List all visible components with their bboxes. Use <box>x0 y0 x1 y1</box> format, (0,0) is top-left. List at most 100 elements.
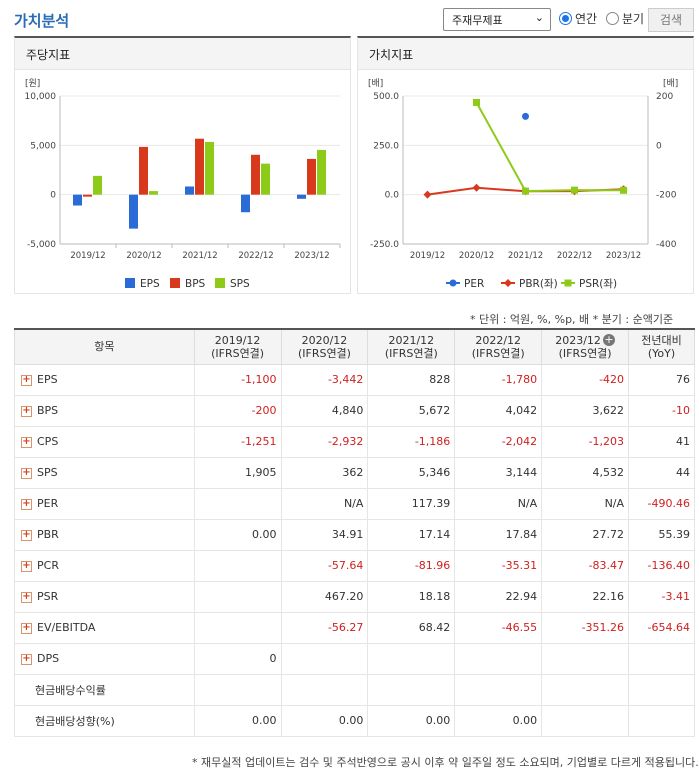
table-cell <box>193 611 282 644</box>
expand-icon[interactable]: + <box>21 652 32 665</box>
statement-type-select[interactable]: 주재무제표 ⌄ <box>443 8 551 31</box>
table-row: + EV/EBITDA -56.27 68.42 -46.55 -351.26 -654.6… <box>14 611 695 644</box>
unit-note: * 단위 : 억원, %, %p, 배 * 분기 : 순액기준 <box>470 313 674 326</box>
table-cell: 0.00 <box>193 518 282 551</box>
column-period: 2020/12 <box>301 333 348 347</box>
table-cell: 5,672 <box>367 394 456 427</box>
expand-icon[interactable]: + <box>21 435 32 448</box>
table-cell: -1,203 <box>541 425 630 458</box>
bar-sps <box>205 141 214 195</box>
y-right-tick-label: 200 <box>656 92 673 102</box>
table-cell: -35.31 <box>454 549 543 582</box>
column-basis: (IFRS연결) <box>297 346 351 360</box>
expand-icon[interactable]: + <box>21 621 32 634</box>
bar-eps <box>73 194 82 206</box>
bar-sps <box>149 191 158 195</box>
table-cell: 76 <box>628 363 695 396</box>
table-cell: 362 <box>280 456 369 489</box>
expand-icon[interactable]: + <box>21 497 32 510</box>
bar-eps <box>241 194 250 213</box>
expand-icon[interactable]: + <box>21 373 32 386</box>
expand-icon[interactable]: + <box>21 590 32 603</box>
row-label-cell[interactable]: + SPS <box>14 456 195 489</box>
x-tick-label: 2023/12 <box>294 251 329 261</box>
valuation-chart: [배] [배] 500.0 250.0 0.0 -250.0 200 0 -200 -400 201… <box>368 78 678 290</box>
row-label: 현금배당성향(%) <box>35 714 115 728</box>
expand-icon[interactable]: + <box>21 528 32 541</box>
row-label-cell: 현금배당수익률 <box>14 673 195 706</box>
bar-bps <box>139 146 148 195</box>
column-period: 2019/12 <box>214 333 261 347</box>
bar-bps <box>83 194 92 197</box>
column-header: 2019/12 (IFRS연결) <box>193 328 282 365</box>
radio-unchecked-icon <box>606 12 619 25</box>
table-cell: 41 <box>628 425 695 458</box>
y-tick-label: 0 <box>50 191 56 201</box>
expand-icon[interactable]: + <box>21 404 32 417</box>
table-cell: -81.96 <box>367 549 456 582</box>
radio-quarter[interactable]: 분기 <box>606 10 644 27</box>
y-right-tick-label: -400 <box>656 240 677 250</box>
column-period: 2022/12 <box>475 333 522 347</box>
row-label-cell[interactable]: + CPS <box>14 425 195 458</box>
add-column-icon[interactable]: + <box>602 332 615 346</box>
bar-bps <box>307 158 316 195</box>
x-tick-label: 2022/12 <box>238 251 273 261</box>
x-tick-label: 2021/12 <box>508 251 543 261</box>
row-label-cell[interactable]: + PER <box>14 487 195 520</box>
table-cell: 1,905 <box>193 456 282 489</box>
table-cell <box>628 673 695 706</box>
y-left-unit-label: [배] <box>368 78 383 89</box>
y-tick-label: 5,000 <box>30 141 56 151</box>
legend-marker <box>449 279 457 287</box>
row-label: EPS <box>37 373 58 386</box>
per-share-panel-title: 주당지표 <box>15 38 350 70</box>
expand-icon[interactable]: + <box>21 559 32 572</box>
table-cell: 0.00 <box>280 704 369 737</box>
row-label-cell[interactable]: + BPS <box>14 394 195 427</box>
page-title: 가치분석 <box>14 12 70 30</box>
search-button[interactable]: 검색 <box>648 8 694 32</box>
legend-swatch <box>170 278 180 288</box>
table-cell <box>193 487 282 520</box>
table-cell: 5,346 <box>367 456 456 489</box>
row-label-cell[interactable]: + EV/EBITDA <box>14 611 195 644</box>
table-cell <box>280 642 369 675</box>
point-psr <box>571 186 578 194</box>
row-label: PER <box>37 497 59 510</box>
legend-marker <box>564 279 572 287</box>
column-period: 2021/12 <box>388 333 435 347</box>
expand-icon[interactable]: + <box>21 466 32 479</box>
y-left-tick-label: 0.0 <box>385 191 400 201</box>
y-right-tick-label: 0 <box>656 141 662 151</box>
y-tick-label: -5,000 <box>27 240 56 250</box>
table-cell: 0.00 <box>367 704 456 737</box>
point-pbr <box>423 190 432 199</box>
x-tick-label: 2020/12 <box>459 251 494 261</box>
y-tick-label: 10,000 <box>25 92 57 102</box>
table-row: + PBR 0.00 34.91 17.14 17.84 27.72 55.39 <box>14 518 695 551</box>
table-cell <box>454 642 543 675</box>
row-label-cell[interactable]: + PSR <box>14 580 195 613</box>
legend-label: PSR(좌) <box>579 278 617 290</box>
row-label-cell[interactable]: + PBR <box>14 518 195 551</box>
table-cell: N/A <box>454 487 543 520</box>
table-row: + DPS 0 <box>14 642 695 675</box>
row-label: PBR <box>37 528 59 541</box>
legend-swatch <box>215 278 225 288</box>
y-unit-label: [원] <box>25 78 40 89</box>
table-cell: -83.47 <box>541 549 630 582</box>
table-cell <box>193 673 282 706</box>
row-label: PSR <box>37 590 59 603</box>
table-cell: -420 <box>541 363 630 396</box>
row-label-cell[interactable]: + DPS <box>14 642 195 675</box>
table-cell: 3,144 <box>454 456 543 489</box>
bar-bps <box>195 138 204 195</box>
per-share-panel: 주당지표 [원] 10,000 5,000 0 -5,000 2019/12 2020/12… <box>14 36 351 294</box>
table-cell: -351.26 <box>541 611 630 644</box>
radio-annual[interactable]: 연간 <box>559 10 597 27</box>
valuation-panel: 가치지표 [배] [배] 500.0 250.0 0.0 -250.0 200 0 -200 -4… <box>357 36 694 294</box>
row-label-cell[interactable]: + PCR <box>14 549 195 582</box>
column-header: 2020/12 (IFRS연결) <box>280 328 369 365</box>
row-label-cell[interactable]: + EPS <box>14 363 195 396</box>
